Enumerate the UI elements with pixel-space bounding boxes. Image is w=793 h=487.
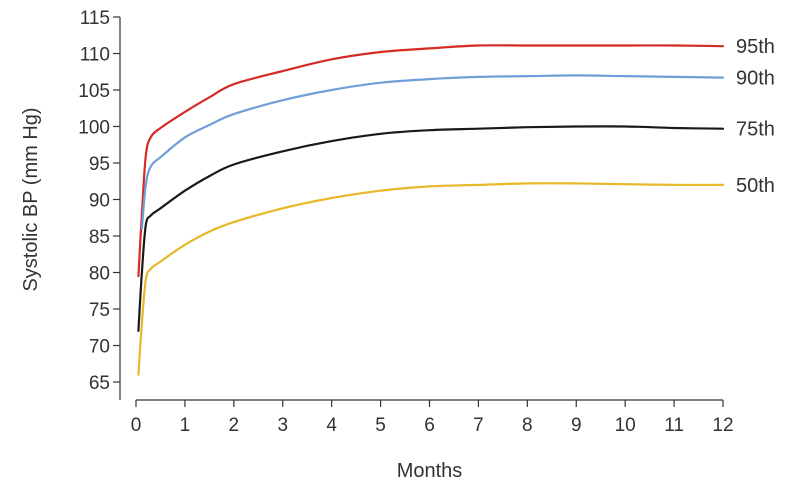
series-line-95th: [137, 44, 725, 278]
y-tick-label: 105: [78, 81, 110, 102]
x-axis-ticks: 0 1 2 3 4 5 6 7 8 9 10 11 12: [131, 400, 734, 436]
series-line-75th: [137, 125, 725, 332]
x-axis-title: Months: [397, 460, 463, 482]
x-tick-label: 6: [424, 415, 435, 436]
y-tick-label: 75: [89, 300, 110, 321]
y-tick-label: 95: [89, 154, 110, 175]
y-tick-label: 85: [89, 227, 110, 248]
x-tick-label: 8: [522, 415, 533, 436]
series-label-90th: 90th: [736, 68, 775, 90]
series-label-50th: 50th: [736, 175, 775, 197]
y-tick-label: 110: [80, 45, 110, 66]
series-lines: [137, 44, 725, 376]
x-tick-label: 4: [326, 415, 337, 436]
axes: [119, 17, 723, 401]
y-axis-title: Systolic BP (mm Hg): [20, 107, 42, 291]
x-tick-label: 9: [571, 415, 582, 436]
x-tick-label: 7: [473, 415, 484, 436]
x-tick-label: 0: [131, 415, 142, 436]
y-tick-label: 90: [89, 191, 110, 212]
x-tick-label: 10: [615, 415, 636, 436]
y-tick-label: 80: [89, 264, 110, 285]
y-tick-label: 100: [78, 118, 110, 139]
x-tick-label: 3: [277, 415, 288, 436]
series-line-90th: [140, 74, 725, 230]
x-tick-label: 5: [375, 415, 386, 436]
x-tick-label: 12: [712, 415, 733, 436]
y-tick-label: 70: [89, 337, 110, 358]
series-label-75th: 75th: [736, 119, 775, 141]
x-tick-label: 1: [180, 415, 191, 436]
y-tick-label: 115: [80, 8, 110, 29]
series-labels: 95th 90th 75th 50th: [736, 36, 775, 197]
y-axis-ticks: 65 70 75 80 85 90 95 100 105 110 115: [78, 8, 120, 394]
y-tick-label: 65: [89, 373, 110, 394]
x-tick-label: 2: [229, 415, 240, 436]
x-tick-label: 11: [664, 415, 684, 436]
series-label-95th: 95th: [736, 36, 775, 58]
series-line-50th: [137, 182, 725, 376]
